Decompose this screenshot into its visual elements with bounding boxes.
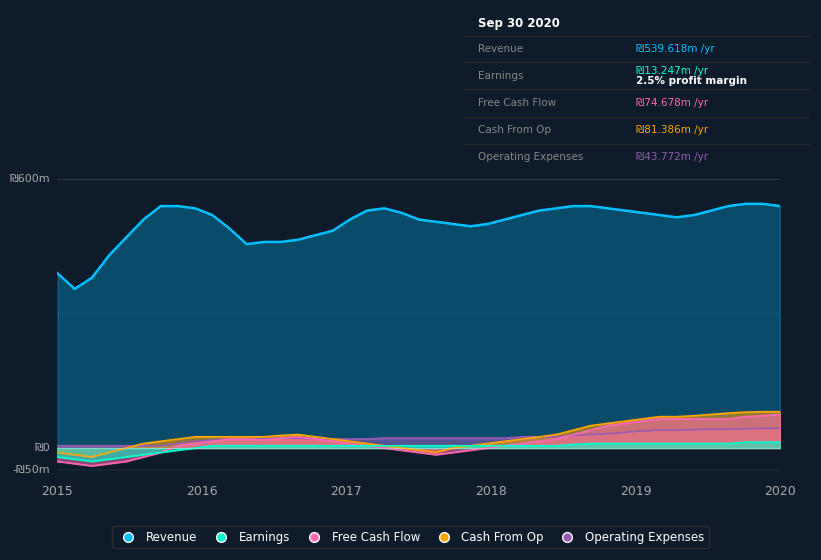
Text: ₪81.386m /yr: ₪81.386m /yr	[636, 125, 709, 135]
Text: Operating Expenses: Operating Expenses	[478, 152, 583, 162]
Text: Sep 30 2020: Sep 30 2020	[478, 17, 560, 30]
Text: ₪0: ₪0	[34, 443, 50, 453]
Text: 2.5% profit margin: 2.5% profit margin	[636, 76, 747, 86]
Text: ₪43.772m /yr: ₪43.772m /yr	[636, 152, 709, 162]
Text: 2019: 2019	[620, 485, 651, 498]
Text: -₪50m: -₪50m	[12, 465, 50, 475]
Text: ₪74.678m /yr: ₪74.678m /yr	[636, 98, 709, 108]
Text: Revenue: Revenue	[478, 44, 523, 54]
Text: 2015: 2015	[42, 485, 73, 498]
Text: Cash From Op: Cash From Op	[478, 125, 551, 135]
Text: Free Cash Flow: Free Cash Flow	[478, 98, 556, 108]
Text: ₪13.247m /yr: ₪13.247m /yr	[636, 66, 709, 76]
Text: 2018: 2018	[475, 485, 507, 498]
Text: ₪600m: ₪600m	[10, 174, 50, 184]
Text: 2017: 2017	[331, 485, 362, 498]
Legend: Revenue, Earnings, Free Cash Flow, Cash From Op, Operating Expenses: Revenue, Earnings, Free Cash Flow, Cash …	[112, 526, 709, 548]
Text: ₪539.618m /yr: ₪539.618m /yr	[636, 44, 715, 54]
Text: 2016: 2016	[186, 485, 218, 498]
Text: 2020: 2020	[764, 485, 796, 498]
Text: Earnings: Earnings	[478, 71, 523, 81]
